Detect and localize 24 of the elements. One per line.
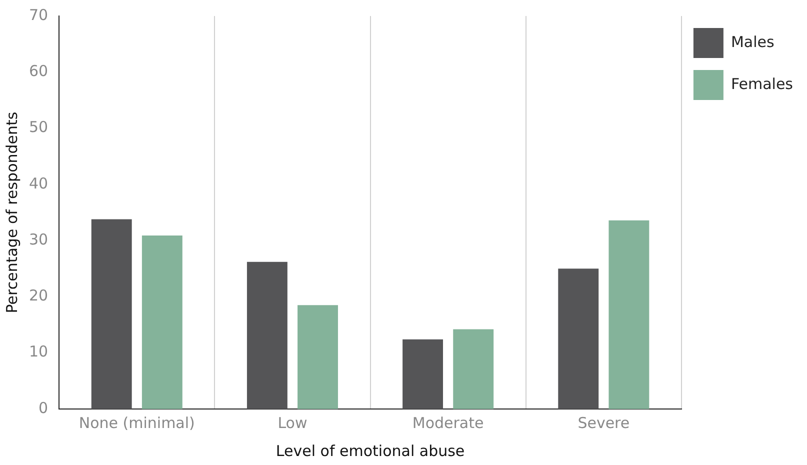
bar [246,262,288,409]
bar [402,339,444,409]
y-tick-label: 60 [28,62,48,80]
bar [142,236,182,409]
legend-label: Males [730,32,774,51]
y-axis-title: Percentage of respondents [2,112,21,314]
y-tick-label: 0 [38,398,48,417]
x-tick-label: Severe [578,414,630,432]
bar [91,219,132,409]
y-tick-label: 50 [28,118,48,136]
legend-label: Females [730,74,794,93]
bar [453,329,494,409]
y-tick-label: 10 [28,342,48,361]
x-tick-label: None (minimal) [78,414,195,432]
bar [608,220,650,409]
x-axis-title: Level of emotional abuse [276,442,465,460]
y-tick-label: 40 [28,174,48,192]
y-tick-label: 20 [28,286,48,305]
y-tick-label: 70 [28,6,48,24]
bar [558,268,599,409]
y-tick-label: 30 [28,230,48,248]
bar [298,305,338,409]
x-tick-label: Moderate [412,414,484,432]
x-tick-label: Low [278,414,308,432]
